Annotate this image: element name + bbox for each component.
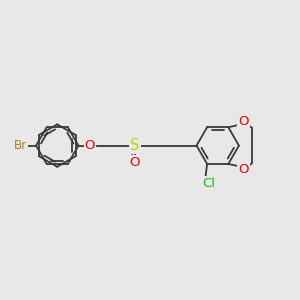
Text: Cl: Cl: [202, 177, 215, 190]
Text: O: O: [238, 116, 249, 128]
Text: O: O: [85, 139, 95, 152]
Text: O: O: [238, 163, 249, 176]
Text: O: O: [130, 157, 140, 169]
Text: S: S: [130, 138, 140, 153]
Text: Br: Br: [14, 139, 27, 152]
